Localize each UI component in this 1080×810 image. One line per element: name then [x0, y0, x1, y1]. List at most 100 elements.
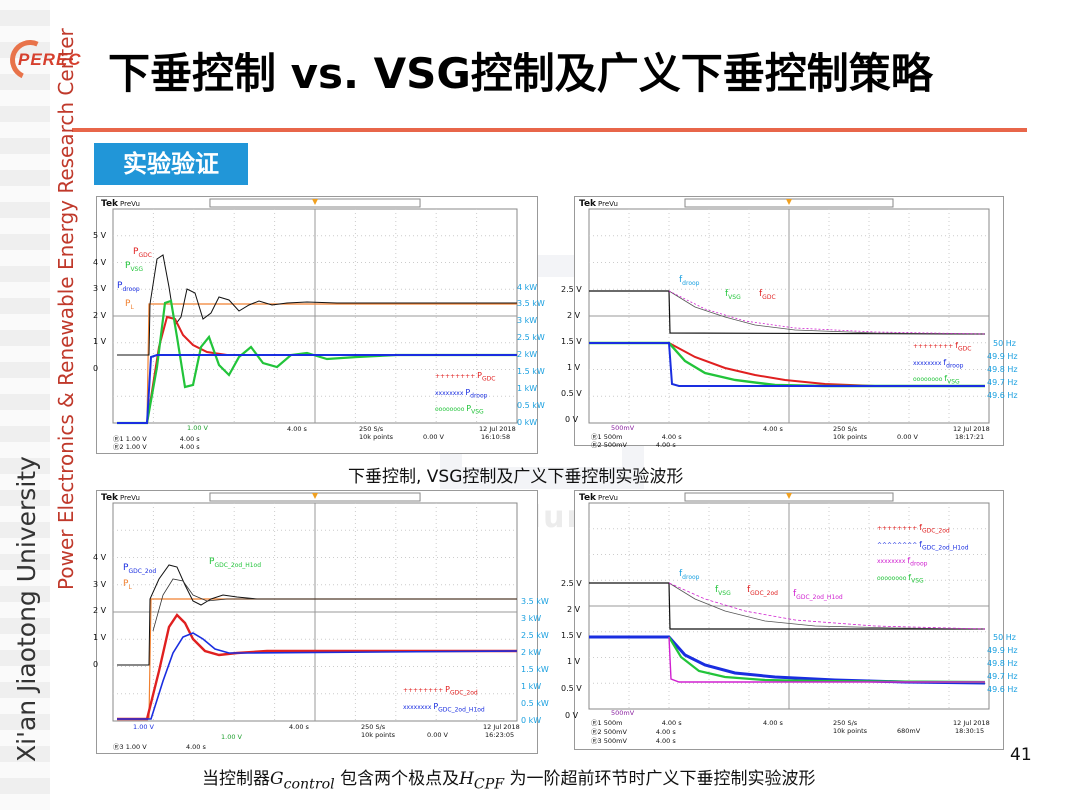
clock: 18:17:21 — [955, 433, 985, 441]
right-axis-label: 3 kW — [521, 614, 542, 623]
trigger-level: 680mV — [897, 727, 921, 735]
trigger-level: 0.00 V — [423, 433, 444, 441]
slide-title: 下垂控制 vs. VSG控制及广义下垂控制策略 — [108, 49, 933, 98]
legend-entry: oooooooo fVSG — [877, 571, 969, 588]
legend-entry: ++++++++ fGDC_2od — [877, 521, 969, 538]
label-pvsg: PVSG — [125, 261, 143, 273]
label-pdroop: Pdroop — [117, 281, 140, 293]
right-axis-label: 49.7 Hz — [987, 672, 1018, 681]
legend-entry: xxxxxxxx Pdroop — [435, 386, 495, 403]
legend-marker: xxxxxxxx — [913, 359, 944, 367]
legend-entry: oooooooo fVSG — [913, 372, 971, 389]
legend-subscript: GDC_2od_H1od — [921, 544, 969, 552]
legend-marker: xxxxxxxx — [877, 558, 908, 566]
trace-fdroop — [589, 342, 985, 387]
scope-brand: Tek PreVu — [101, 493, 140, 503]
left-axis-label: 4 V — [93, 258, 107, 267]
legend-subscript: VSG — [947, 378, 960, 386]
right-axis-label: 49.9 Hz — [987, 352, 1018, 361]
timebase: 4.00 s — [763, 719, 783, 727]
right-axis-label: 50 Hz — [993, 633, 1016, 642]
label-pl: PL — [123, 579, 132, 591]
right-axis-label: 49.7 Hz — [987, 378, 1018, 387]
right-axis-label: 3.5 kW — [521, 597, 549, 606]
left-axis-label: 0.5 V — [561, 684, 582, 693]
left-axis-label: 1.5 V — [561, 337, 582, 346]
left-axis-label: 0.5 V — [561, 389, 582, 398]
left-axis-label: 3 V — [93, 580, 107, 589]
record-points: 10k points — [833, 433, 868, 441]
ch3-readout: 500mV — [611, 709, 635, 717]
timebase: 4.00 s — [763, 425, 783, 433]
legend-marker: ++++++++ — [403, 687, 446, 694]
section-tag: 实验验证 — [94, 143, 248, 185]
legend-symbol: P — [466, 404, 472, 414]
trace-thin-fvsg — [668, 290, 986, 335]
left-axis-label: 4 V — [93, 553, 107, 562]
label-pgdc-2od: PGDC_2od — [123, 563, 157, 575]
trace-pdroop — [117, 354, 517, 424]
date: 12 Jul 2018 — [483, 723, 520, 731]
scope-brand: Tek PreVu — [101, 199, 140, 209]
timebase: 4.00 s — [287, 425, 307, 433]
perec-logo: PEREC — [4, 34, 90, 86]
trace-black-freq — [589, 290, 986, 335]
legend-entry: oooooooo PVSG — [435, 402, 495, 419]
caption-bottom: 当控制器Gcontrol 包含两个极点及HCPF 为一阶超前环节时广义下垂控制实… — [202, 769, 816, 793]
label-fdroop: fdroop — [679, 275, 700, 287]
legend-symbol: f — [919, 523, 922, 532]
brand-text: Tek — [579, 493, 597, 503]
mode-text: PreVu — [120, 494, 140, 502]
ch4-readout: 1.00 V — [221, 733, 242, 741]
left-axis-label: 0 V — [565, 415, 579, 424]
mode-text: PreVu — [120, 200, 140, 208]
scope-tl-plot — [112, 198, 518, 425]
ref1-readout: Ⓡ1 500m 4.00 s — [591, 719, 682, 727]
legend-symbol: P — [445, 685, 450, 694]
scope-frequency-gdc-2od: Tek PreVu 2.5 V 2 V 1.5 V 1 V 0.5 V 0 V 5… — [561, 490, 1018, 750]
ref2-readout: Ⓡ2 1.00 V 4.00 s — [113, 443, 200, 451]
legend-entry: ++++++++ fGDC — [913, 339, 971, 356]
ref2-readout: Ⓡ2 500mV 4.00 s — [591, 441, 676, 449]
left-axis-label: 1 V — [93, 633, 107, 642]
right-axis-label: 4 kW — [517, 283, 538, 292]
label-fvsg: fVSG — [715, 585, 731, 597]
label-fgdc-2od: fGDC_2od — [747, 585, 778, 597]
legend-entry: ++++++++ PGDC — [435, 369, 495, 386]
legend-marker: oooooooo — [877, 574, 909, 582]
legend-subscript: GDC_2od_H1od — [438, 706, 485, 714]
ch1-readout: 1.00 V — [133, 723, 154, 731]
left-axis-label: 2 V — [567, 311, 581, 320]
right-axis-label: 3.5 kW — [517, 299, 545, 308]
ref2-readout: Ⓡ2 500mV 4.00 s — [591, 728, 676, 736]
right-axis-label: 0 kW — [521, 716, 542, 725]
right-axis-label: 1.5 kW — [517, 367, 545, 376]
research-center-vertical: Power Electronics & Renewable Energy Res… — [54, 28, 78, 590]
legend-symbol: f — [919, 539, 922, 549]
page-number: 41 — [1010, 745, 1032, 765]
label-pgdc: PGDC — [133, 247, 152, 259]
left-axis-label: 3 V — [93, 284, 107, 293]
legend-marker: ++++++++ — [435, 373, 478, 380]
timebase: 4.00 s — [289, 723, 309, 731]
left-axis-label: 5 V — [93, 231, 107, 240]
trigger-level: 0.00 V — [427, 731, 448, 739]
right-axis-label: 49.9 Hz — [987, 646, 1018, 655]
legend-symbol: P — [433, 701, 439, 711]
right-axis-label: 2 kW — [521, 648, 542, 657]
record-points: 10k points — [833, 727, 868, 735]
left-axis-label: 2.5 V — [561, 579, 582, 588]
legend-marker: oooooooo — [913, 376, 945, 384]
trace-fdroop — [668, 636, 985, 683]
legend-subscript: droop — [470, 392, 488, 400]
label-fgdc: fGDC — [759, 289, 776, 301]
title-underline — [72, 128, 1027, 132]
legend-symbol: f — [908, 572, 912, 582]
right-axis-label: 49.6 Hz — [987, 685, 1018, 694]
legend-br: ++++++++ fGDC_2od ^^^^^^^^ fGDC_2od_H1od x… — [877, 521, 969, 587]
legend-subscript: GDC — [957, 345, 972, 353]
ref1-readout: Ⓡ1 1.00 V 4.00 s — [113, 435, 200, 443]
label-fdroop: fdroop — [679, 569, 700, 581]
clock: 16:10:58 — [481, 433, 511, 441]
legend-subscript: GDC — [481, 375, 496, 383]
